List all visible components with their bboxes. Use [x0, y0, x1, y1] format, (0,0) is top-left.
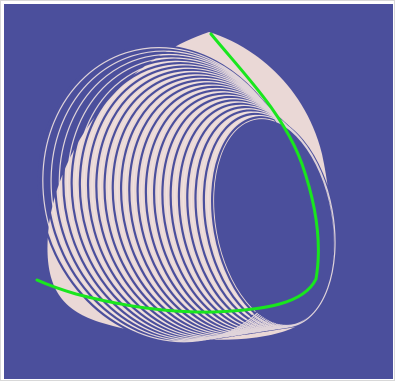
shell-ring-highlight [207, 114, 336, 328]
guide-curve [35, 32, 320, 314]
3d-viewport[interactable] [4, 4, 393, 379]
scene-canvas[interactable] [4, 4, 393, 379]
